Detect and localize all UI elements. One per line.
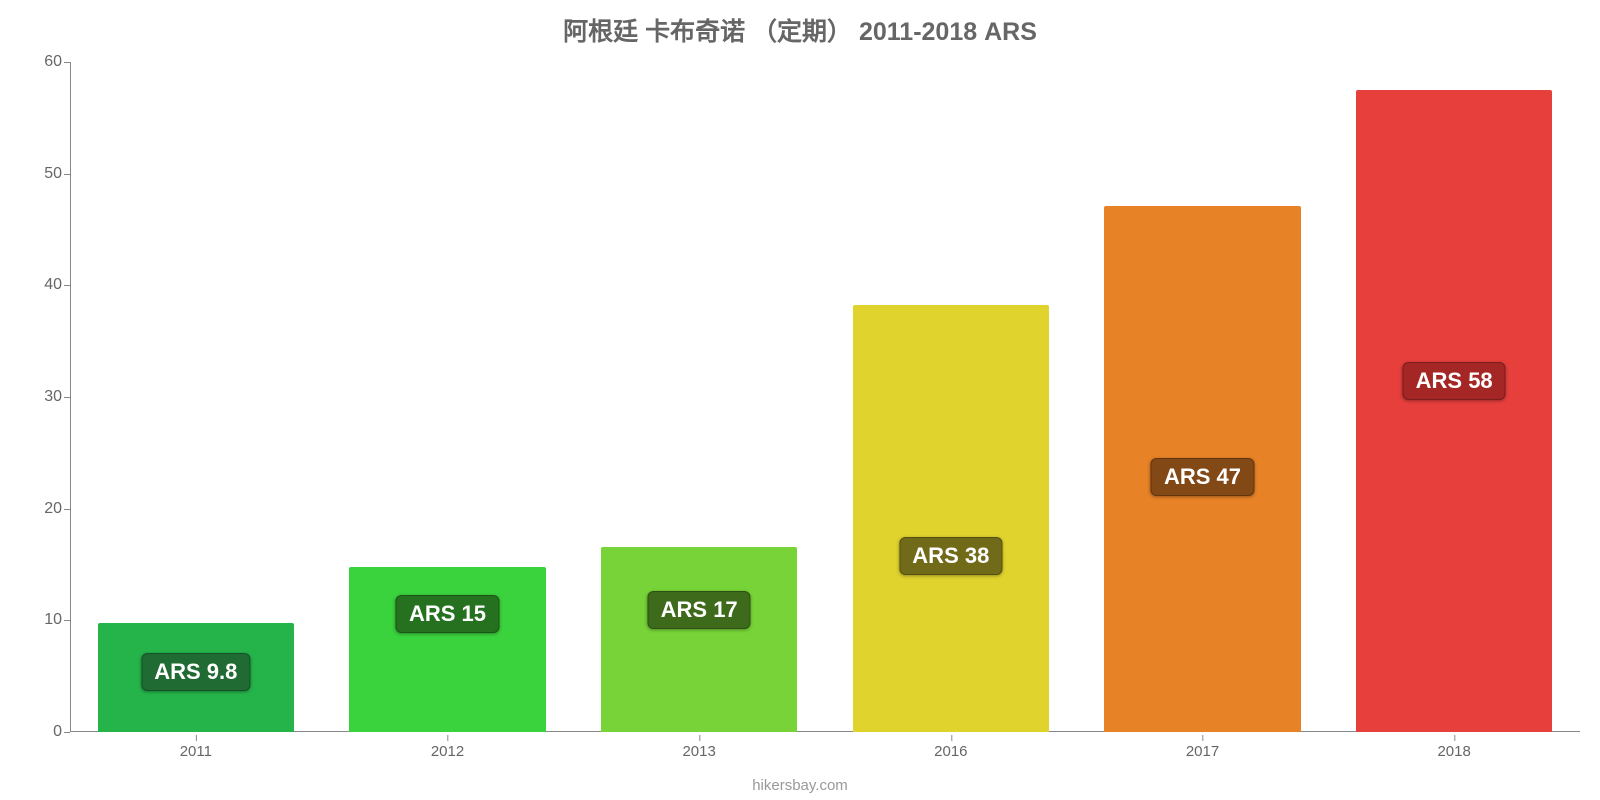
x-tick-label: 2011 bbox=[180, 743, 212, 760]
bar: ARS 17 bbox=[601, 547, 797, 732]
x-tick-label: 2012 bbox=[431, 743, 464, 760]
y-tick-label: 60 bbox=[16, 53, 62, 71]
x-tick-label: 2018 bbox=[1437, 743, 1470, 760]
bar-value-label: ARS 58 bbox=[1403, 362, 1506, 400]
bar: ARS 15 bbox=[349, 567, 545, 732]
bar-value-label: ARS 15 bbox=[396, 595, 499, 633]
attribution-text: hikersbay.com bbox=[0, 777, 1600, 794]
bar: ARS 38 bbox=[853, 305, 1049, 732]
y-tick-label: 10 bbox=[16, 611, 62, 629]
y-tick-label: 20 bbox=[16, 500, 62, 518]
bar: ARS 9.8 bbox=[98, 623, 294, 732]
bar-value-label: ARS 17 bbox=[648, 591, 751, 629]
bar-value-label: ARS 47 bbox=[1151, 458, 1254, 496]
y-tick-label: 40 bbox=[16, 276, 62, 294]
x-axis-line bbox=[70, 731, 1580, 732]
chart-title: 阿根廷 卡布奇诺 （定期） 2011-2018 ARS bbox=[0, 12, 1600, 48]
bar: ARS 47 bbox=[1104, 206, 1300, 732]
y-tick-label: 30 bbox=[16, 388, 62, 406]
bar-value-label: ARS 9.8 bbox=[141, 653, 250, 691]
y-axis-line bbox=[70, 62, 71, 732]
x-tick-label: 2013 bbox=[682, 743, 715, 760]
x-tick-label: 2017 bbox=[1186, 743, 1219, 760]
y-tick-label: 50 bbox=[16, 165, 62, 183]
bar-value-label: ARS 38 bbox=[899, 537, 1002, 575]
chart-container: 阿根廷 卡布奇诺 （定期） 2011-2018 ARS 010203040506… bbox=[0, 0, 1600, 800]
chart-plot-area: 0102030405060ARS 9.82011ARS 152012ARS 17… bbox=[70, 62, 1580, 732]
bar: ARS 58 bbox=[1356, 90, 1552, 732]
x-tick-label: 2016 bbox=[934, 743, 967, 760]
y-tick-label: 0 bbox=[16, 723, 62, 741]
